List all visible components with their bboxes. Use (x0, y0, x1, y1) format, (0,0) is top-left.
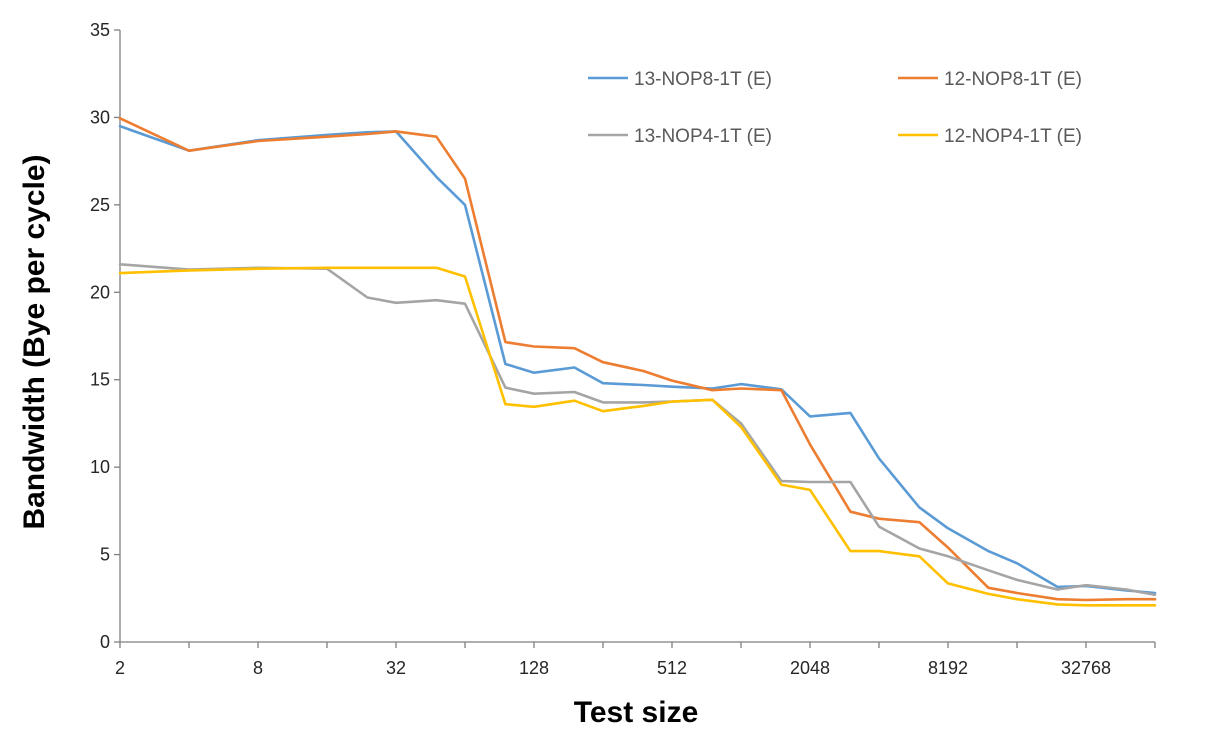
y-tick-label: 25 (90, 195, 110, 215)
y-tick-label: 5 (100, 545, 110, 565)
legend-label: 12-NOP4-1T (E) (944, 126, 1082, 147)
legend-label: 13-NOP4-1T (E) (634, 126, 772, 147)
x-tick-label: 8 (253, 658, 263, 678)
series-line-4 (118, 266, 1157, 607)
y-tick-label: 15 (90, 370, 110, 390)
x-tick-label: 512 (657, 658, 687, 678)
y-axis-ticks: 0 5 10 15 20 25 30 35 (90, 20, 120, 652)
y-tick-label: 0 (100, 632, 110, 652)
y-tick-label: 20 (90, 282, 110, 302)
series-lines (118, 117, 1157, 607)
x-tick-label: 32768 (1061, 658, 1111, 678)
y-axis-title: Bandwidth (Bye per cycle) (18, 154, 51, 529)
y-tick-label: 30 (90, 107, 110, 127)
x-axis-title: Test size (574, 696, 699, 729)
y-tick-label: 35 (90, 20, 110, 40)
x-tick-label: 32 (386, 658, 406, 678)
axes (119, 30, 1155, 643)
series-line-2 (118, 117, 1157, 602)
y-tick-label: 10 (90, 457, 110, 477)
legend-label: 12-NOP8-1T (E) (944, 69, 1082, 90)
legend-label: 13-NOP8-1T (E) (634, 69, 772, 90)
legend: 13-NOP8-1T (E) 12-NOP8-1T (E) 13-NOP4-1T (… (588, 69, 1082, 147)
series-line-3 (118, 262, 1157, 597)
series-line-1 (118, 124, 1157, 595)
x-tick-label: 128 (519, 658, 549, 678)
x-tick-label: 2048 (790, 658, 830, 678)
x-tick-label: 2 (115, 658, 125, 678)
x-tick-label: 8192 (928, 658, 968, 678)
x-axis-ticks: 2 8 32 128 512 2048 8192 32768 (115, 642, 1156, 678)
